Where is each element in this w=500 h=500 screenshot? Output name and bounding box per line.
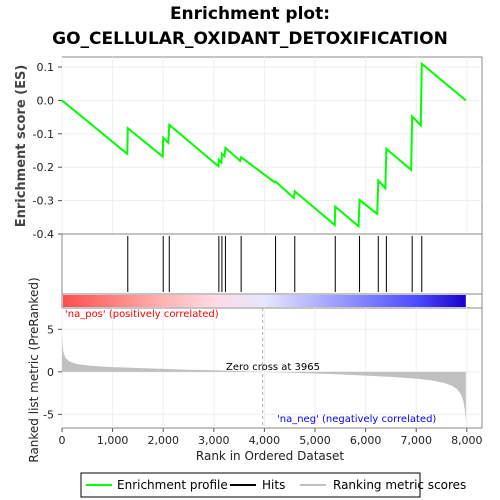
x-axis-title: Rank in Ordered Dataset [196, 449, 344, 463]
x-tick-label: 5,000 [299, 434, 331, 447]
es-y-tick-label: -0.3 [33, 195, 54, 208]
enrichment-profile-line [61, 61, 467, 229]
x-axis: 0 1,000 2,000 3,000 4,000 5,000 6,000 7,000 8,00… [59, 428, 483, 447]
metric-y-tick-label: 0 [47, 366, 54, 379]
es-y-axis: 0.1 0.0 -0.1 -0.2 -0.3 -0.4 [33, 61, 62, 241]
metric-y-tick-label: 5 [47, 323, 54, 336]
x-tick-label: 7,000 [400, 434, 432, 447]
na-pos-label: 'na_pos' (positively correlated) [65, 309, 219, 320]
es-panel-frame [61, 56, 483, 235]
chart-title-line2: GO_CELLULAR_OXIDANT_DETOXIFICATION [52, 29, 448, 49]
legend-label-hits: Hits [262, 478, 285, 492]
na-neg-label: 'na_neg' (negatively correlated) [277, 414, 436, 425]
x-tick-label: 6,000 [350, 434, 382, 447]
legend-label-enrichment: Enrichment profile [117, 478, 228, 492]
metric-y-axis-title: Ranked list metric (PreRanked) [27, 277, 41, 462]
legend-label-ranking: Ranking metric scores [333, 478, 466, 492]
legend-frame [80, 472, 421, 498]
x-tick-label: 1,000 [97, 434, 129, 447]
hits-group [127, 236, 423, 292]
metric-y-axis: 5 0 -5 [43, 323, 62, 421]
zero-cross-text: Zero cross at 3965 [226, 362, 320, 373]
hits-panel-frame [61, 233, 483, 295]
legend: Enrichment profile Hits Ranking metric s… [80, 472, 466, 498]
x-tick-label: 0 [59, 434, 66, 447]
x-tick-label: 4,000 [249, 434, 281, 447]
es-y-tick-label: 0.0 [37, 94, 55, 107]
es-y-tick-label: 0.1 [37, 61, 55, 74]
es-y-axis-title: Enrichment score (ES) [14, 65, 29, 228]
metric-y-tick-label: -5 [43, 408, 54, 421]
x-tick-label: 8,000 [451, 434, 483, 447]
es-y-tick-label: -0.2 [33, 161, 54, 174]
colorbar-gradient [63, 295, 466, 307]
es-y-tick-label: -0.1 [33, 128, 54, 141]
x-tick-label: 2,000 [147, 434, 179, 447]
es-y-tick-label: -0.4 [33, 228, 54, 241]
x-tick-label: 3,000 [198, 434, 230, 447]
ranking-colorbar [63, 295, 466, 307]
chart-title-line1: Enrichment plot: [170, 4, 330, 24]
